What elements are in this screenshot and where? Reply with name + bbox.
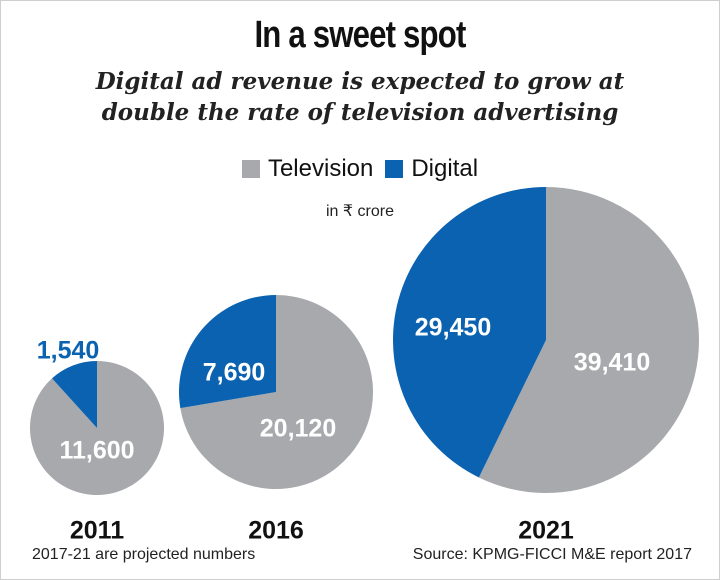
footnote-projection: 2017-21 are projected numbers bbox=[32, 546, 256, 563]
subtitle-line-1: Digital ad revenue is expected to grow a… bbox=[95, 68, 625, 95]
footnote-source: Source: KPMG-FICCI M&E report 2017 bbox=[412, 546, 692, 563]
pie-2016-label-digital: 7,690 bbox=[203, 359, 266, 387]
unit-label: in ₹ crore bbox=[326, 203, 394, 220]
pie-2021-label-digital: 29,450 bbox=[415, 314, 491, 342]
pie-2021-slice-digital bbox=[393, 187, 546, 478]
legend-item-television: Television bbox=[241, 155, 374, 183]
pie-2011-label-television: 11,600 bbox=[59, 437, 134, 465]
pie-2016-year-label: 2016 bbox=[248, 517, 304, 545]
pie-2021-slice-television bbox=[478, 187, 700, 494]
pie-2016-slice-digital bbox=[178, 295, 276, 409]
pie-2016-label-television: 20,120 bbox=[260, 415, 336, 443]
chart-title: In a sweet spot bbox=[254, 14, 466, 56]
pie-2016-slice-television bbox=[180, 295, 373, 489]
pie-2021-year-label: 2021 bbox=[518, 517, 574, 545]
legend: Television Digital bbox=[0, 155, 720, 183]
pie-2011-label-digital: 1,540 bbox=[37, 337, 100, 365]
pie-2011-slice-digital bbox=[52, 360, 97, 428]
legend-item-digital: Digital bbox=[385, 155, 478, 183]
pie-2011-year-label: 2011 bbox=[70, 517, 124, 545]
legend-label-television: Television bbox=[267, 155, 374, 182]
legend-swatch-digital bbox=[385, 160, 404, 178]
pie-2011-slice-television bbox=[29, 361, 164, 495]
subtitle-line-2: double the rate of television advertisin… bbox=[101, 99, 619, 126]
legend-label-digital: Digital bbox=[411, 155, 479, 182]
chart-subtitle: Digital ad revenue is expected to grow a… bbox=[0, 66, 720, 128]
pie-2021-label-television: 39,410 bbox=[574, 349, 650, 377]
legend-swatch-television bbox=[241, 160, 260, 178]
